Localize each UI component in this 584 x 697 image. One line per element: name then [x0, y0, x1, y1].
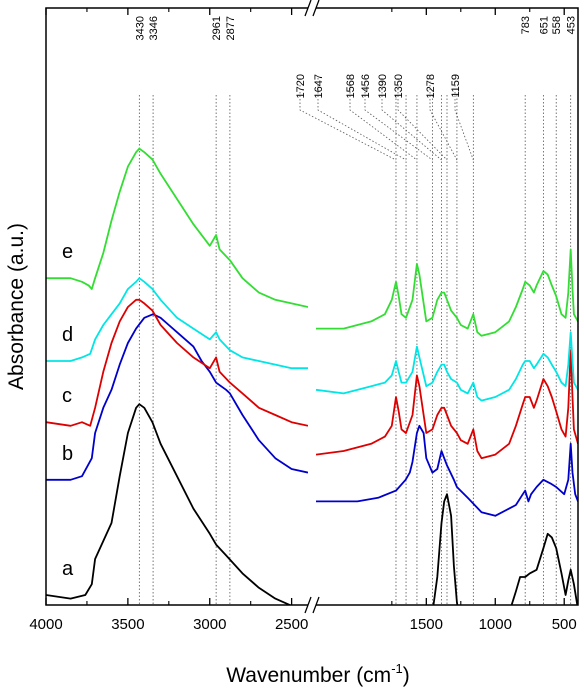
peak-label: 1390 [377, 74, 389, 98]
x-tick-label: 2500 [275, 616, 308, 633]
peak-leader-line [364, 78, 433, 161]
peak-label: 1350 [393, 74, 405, 98]
break-mark [312, 0, 320, 17]
peak-label: 2877 [225, 16, 237, 40]
peak-leader-line [429, 78, 458, 161]
x-axis-ticks: 4000 3500 3000 2500 1500 1000 500 [29, 8, 577, 633]
curve-labels: a b c d e [62, 241, 74, 580]
x-tick-label: 1500 [410, 616, 443, 633]
plot-frame [45, 7, 579, 606]
x-tick-label: 1000 [479, 616, 512, 633]
curve-label-a: a [62, 558, 74, 580]
x-axis-label: Wavenumber (cm-1) [226, 661, 410, 687]
peak-label: 1720 [295, 74, 307, 98]
peak-leader-line [397, 78, 448, 161]
peak-leader-line [317, 78, 407, 161]
peak-reference-lines [138, 95, 572, 605]
x-tick-label: 3500 [111, 616, 144, 633]
peak-label: 1647 [313, 74, 325, 98]
series-e-line [46, 147, 308, 308]
peak-label: 1456 [360, 74, 372, 98]
spectra-series [46, 147, 578, 605]
curve-label-d: d [62, 324, 73, 346]
peak-label: 1159 [450, 74, 462, 98]
x-tick-label: 3000 [193, 616, 226, 633]
x-tick-label: 4000 [29, 616, 62, 633]
x-tick-label: 500 [552, 616, 577, 633]
series-a-line [432, 493, 578, 605]
peak-label: 3430 [134, 16, 146, 40]
curve-label-e: e [62, 241, 73, 263]
peak-label: 453 [566, 16, 578, 34]
peak-leader-line [349, 78, 418, 161]
break-mark [312, 596, 320, 614]
peak-label: 2961 [211, 16, 223, 40]
peak-label: 558 [551, 16, 563, 34]
series-a-line [46, 403, 293, 605]
peak-label: 651 [538, 16, 550, 34]
peak-leader-line [381, 78, 442, 161]
series-b-line [316, 424, 578, 517]
peak-labels: 3430 3346 2961 2877 1720 1647 1568 1456 1390 1350… [134, 16, 578, 161]
series-e-line [316, 248, 578, 337]
axis-break-marks [304, 0, 320, 614]
curve-label-c: c [62, 385, 72, 407]
series-d-line [46, 277, 308, 370]
frame-right [316, 7, 579, 606]
series-c-line [46, 298, 308, 427]
break-mark [304, 596, 312, 614]
curve-label-b: b [62, 443, 73, 465]
peak-leader-line [299, 78, 397, 161]
y-axis-label: Absorbance (a.u.) [5, 223, 28, 390]
series-b-line [46, 313, 308, 481]
peak-label: 1278 [425, 74, 437, 98]
peak-label: 783 [520, 16, 532, 34]
peak-leader-line [454, 78, 474, 161]
series-d-line [316, 331, 578, 402]
peak-label: 3346 [148, 16, 160, 40]
frame-left [45, 7, 308, 606]
break-mark [304, 0, 312, 17]
series-c-line [316, 349, 578, 460]
peak-label: 1568 [345, 74, 357, 98]
